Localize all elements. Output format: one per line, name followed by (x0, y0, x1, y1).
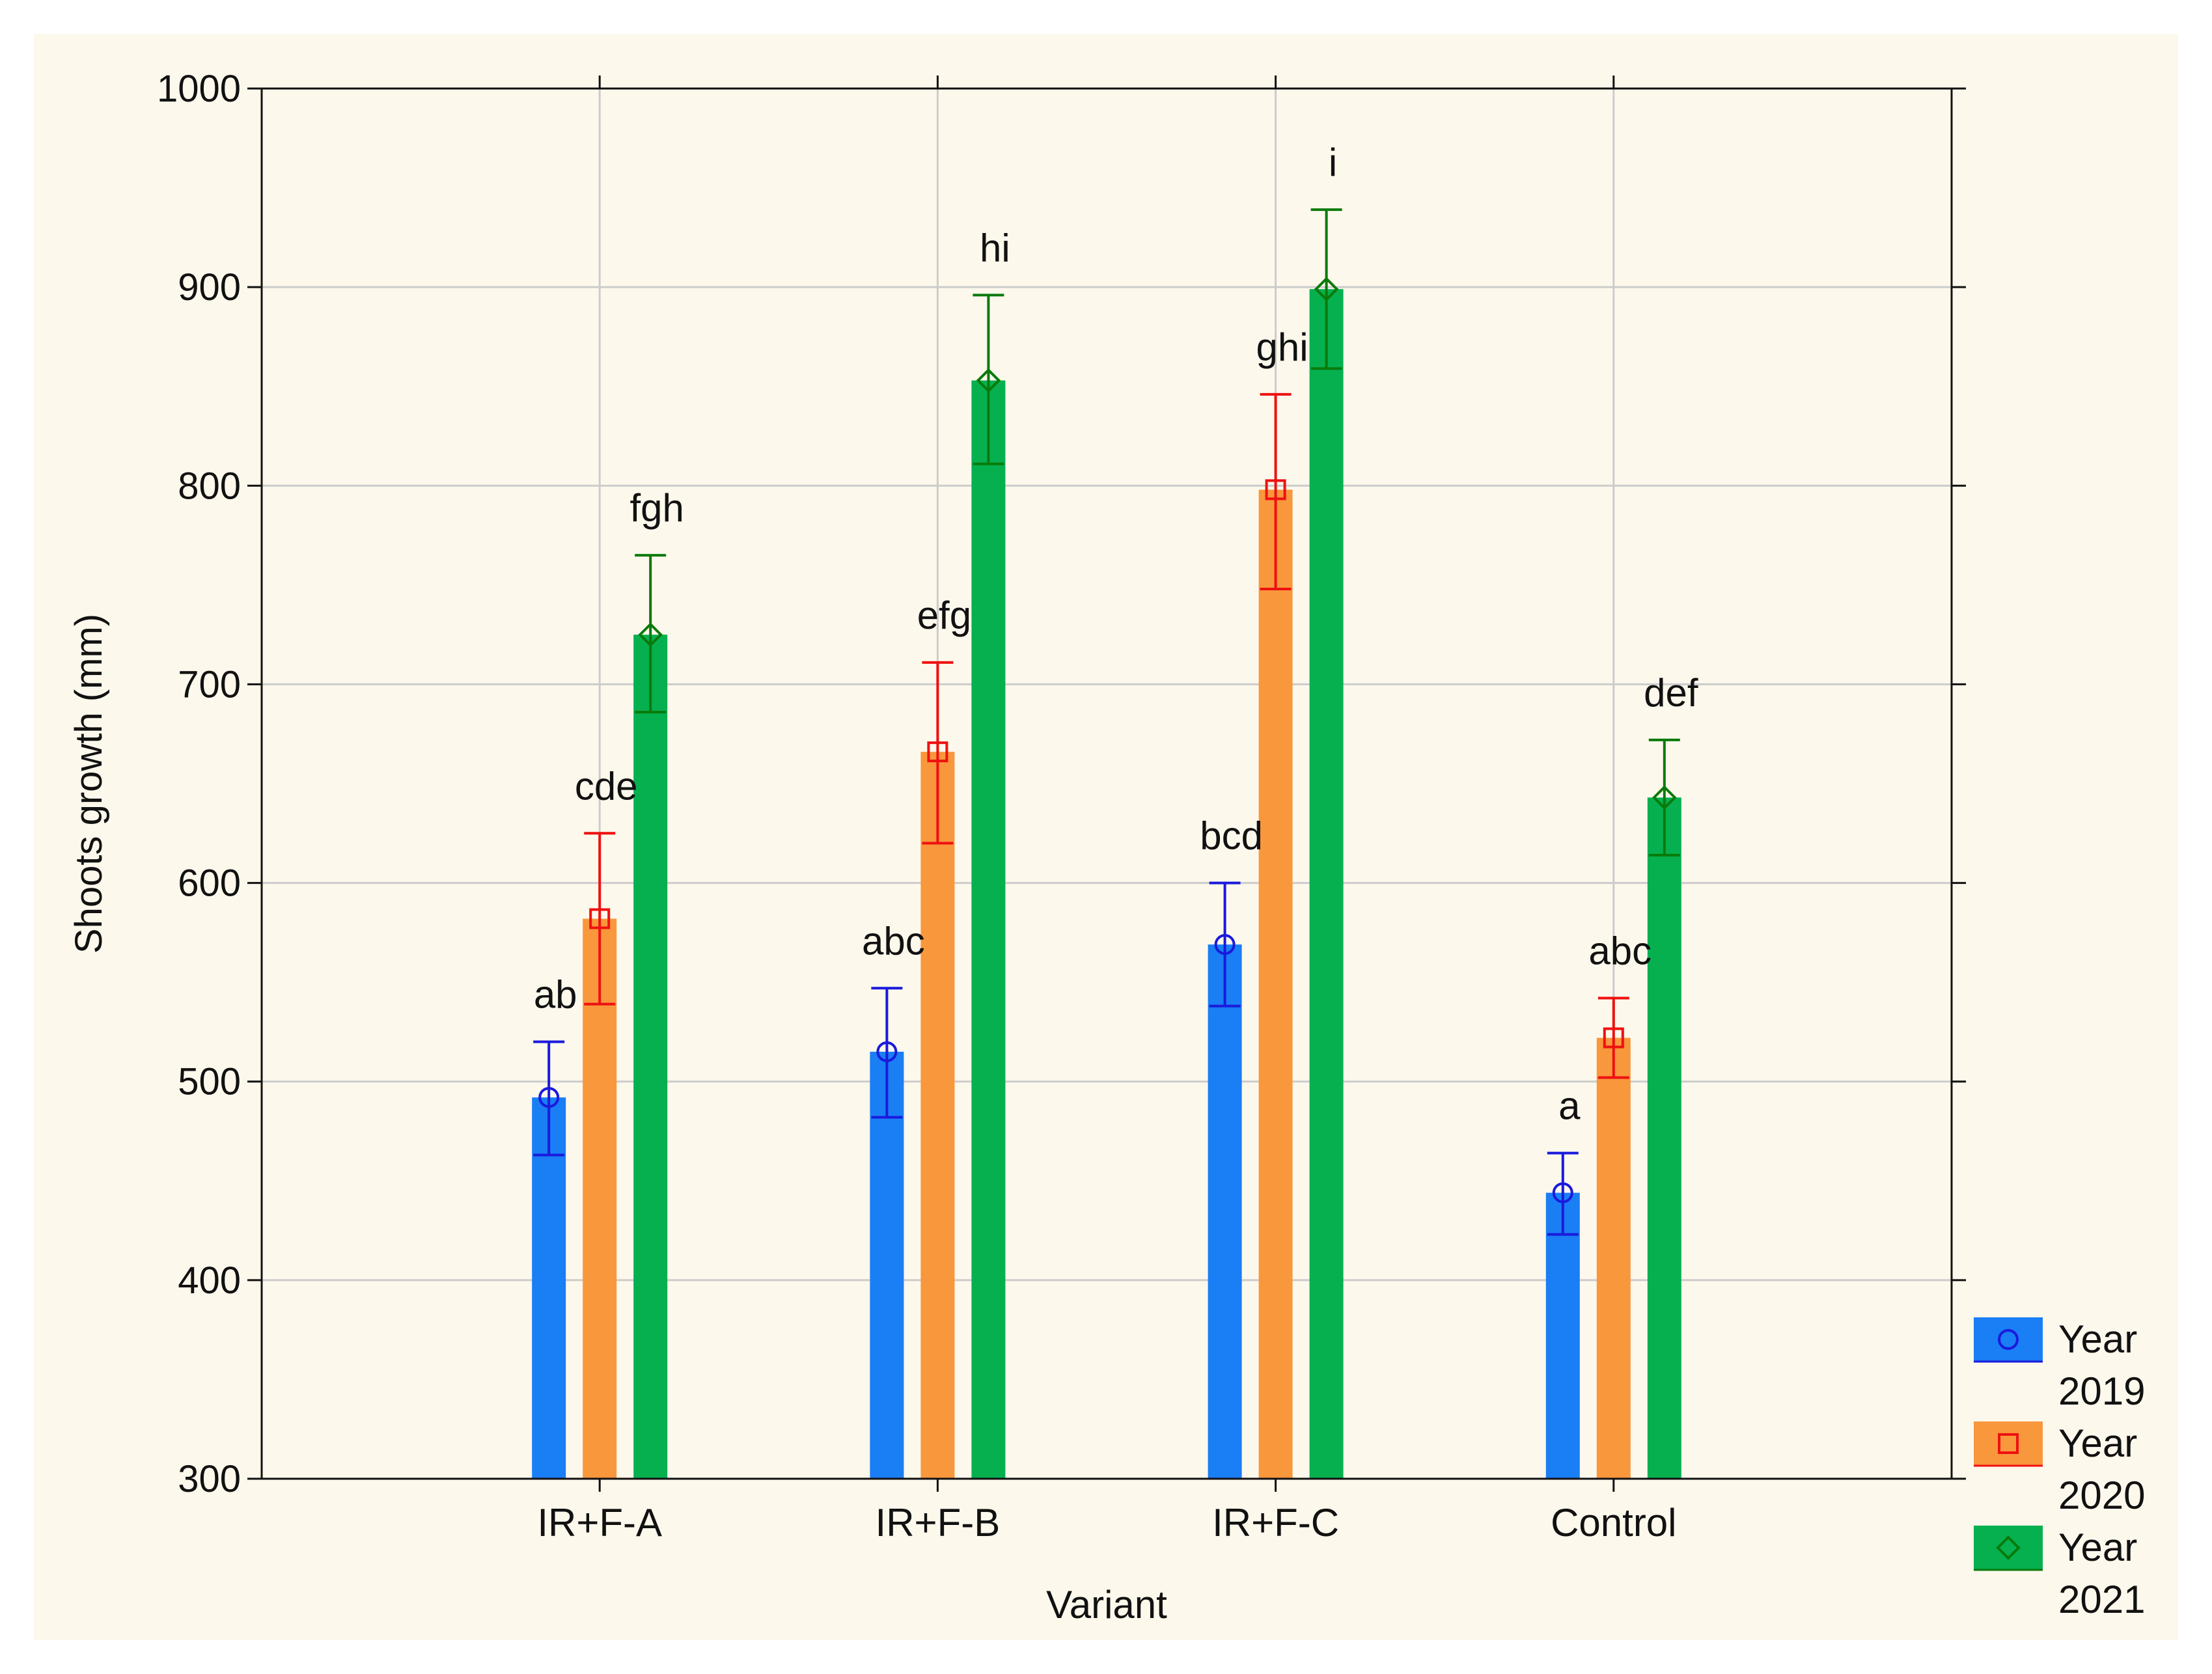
bar (1309, 289, 1344, 1479)
grid (262, 89, 1952, 1479)
bar (971, 380, 1006, 1479)
legend-marker (1998, 1329, 2019, 1350)
x-axis-ticks: IR+F-A IR+F-B IR+F-C Control (537, 75, 1677, 1544)
legend-swatch (1974, 1421, 2043, 1466)
legend-marker (1998, 1433, 2019, 1454)
bar (870, 1051, 904, 1479)
legend: Year 2019 Year 2020 Year 2021 (1974, 1317, 2145, 1621)
significance-letter: abc (862, 919, 925, 963)
legend-label: 2021 (2058, 1578, 2145, 1621)
y-tick-label: 600 (178, 862, 241, 905)
bar (920, 752, 955, 1479)
mean-marker (1214, 934, 1236, 955)
y-tick-label: 1000 (157, 68, 241, 110)
bar (1647, 797, 1681, 1479)
legend-label: 2019 (2058, 1369, 2145, 1413)
significance-letter: efg (917, 594, 971, 637)
legend-label: 2020 (2058, 1474, 2145, 1517)
significance-letter: abc (1588, 929, 1652, 973)
mean-marker (538, 1087, 560, 1108)
bar (532, 1097, 566, 1479)
mean-marker (1552, 1182, 1573, 1203)
mean-marker (1652, 785, 1677, 810)
y-axis-ticks: 300 400 500 600 700 800 900 1000 (157, 68, 1966, 1500)
significance-letter: ab (534, 973, 577, 1017)
x-tick-label: IR+F-A (537, 1501, 662, 1544)
legend-swatch (1974, 1317, 2043, 1362)
x-tick-label: IR+F-B (876, 1501, 1001, 1544)
mean-marker (1314, 277, 1339, 302)
significance-letter: ghi (1256, 325, 1308, 369)
significance-letter: i (1329, 141, 1337, 184)
mean-marker (876, 1041, 898, 1062)
plot-area-border (260, 87, 1953, 1480)
mean-marker (976, 368, 1001, 393)
mean-marker (638, 622, 663, 647)
bar (583, 918, 617, 1479)
x-axis-label: Variant (1046, 1583, 1167, 1626)
y-axis-label: Shoots growth (mm) (68, 614, 110, 954)
y-tick-label: 700 (178, 663, 241, 706)
mean-marker (1603, 1027, 1624, 1049)
significance-letter: cde (575, 764, 638, 808)
significance-letter: def (1644, 671, 1698, 715)
x-tick-label: IR+F-C (1212, 1501, 1339, 1544)
x-tick-label: Control (1551, 1501, 1676, 1544)
legend-label: Year (2058, 1317, 2137, 1361)
significance-letter: bcd (1200, 814, 1263, 858)
bars (532, 289, 1681, 1479)
error-bars (533, 208, 1680, 1236)
bar (1545, 1192, 1580, 1479)
legend-label: Year (2058, 1421, 2137, 1465)
bar (633, 635, 668, 1479)
mean-marker (589, 908, 611, 929)
bar (1208, 944, 1242, 1479)
legend-swatch (1974, 1526, 2043, 1570)
legend-label: Year (2058, 1526, 2137, 1569)
chart-background (34, 34, 2178, 1640)
legend-marker (1996, 1535, 2021, 1560)
y-tick-label: 800 (178, 465, 241, 507)
mean-marker (927, 741, 948, 763)
significance-letter: a (1558, 1084, 1581, 1128)
significance-letter: hi (980, 226, 1010, 269)
mean-marker (1265, 479, 1286, 501)
y-tick-label: 500 (178, 1061, 241, 1103)
bar (1258, 489, 1293, 1479)
y-tick-label: 900 (178, 266, 241, 309)
significance-letters: ab abc bcd a cde efg ghi abc fgh hi i def (534, 141, 1698, 1127)
significance-letter: fgh (629, 486, 684, 530)
bar (1596, 1037, 1631, 1479)
y-tick-label: 300 (178, 1458, 241, 1500)
y-tick-label: 400 (178, 1259, 241, 1302)
